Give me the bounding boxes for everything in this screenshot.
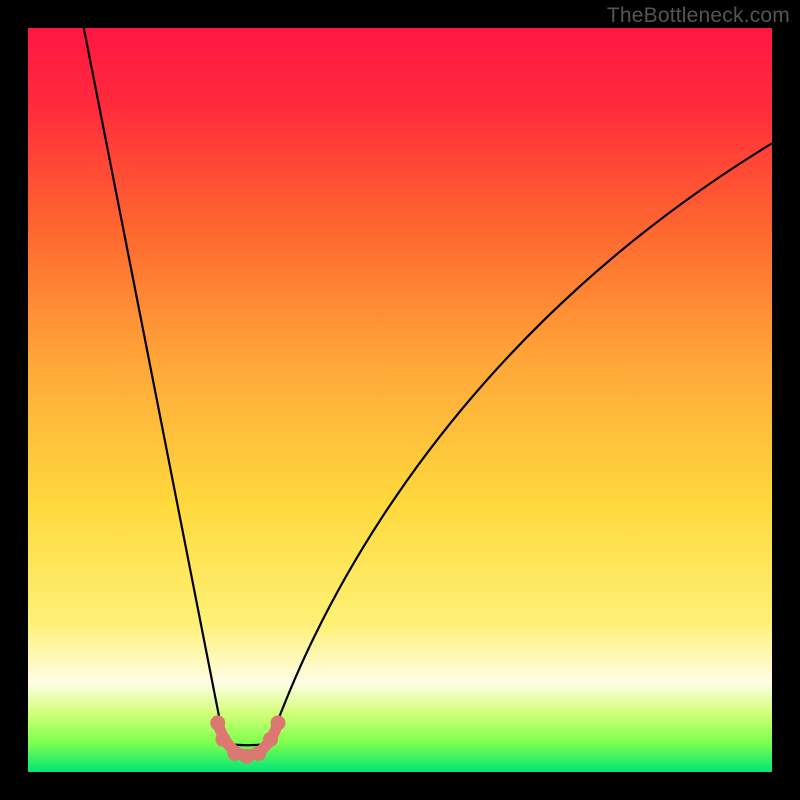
optimal-marker-dot — [263, 732, 278, 747]
optimal-marker-dot — [215, 732, 230, 747]
bottleneck-chart — [0, 0, 800, 800]
optimal-marker-dot — [210, 715, 225, 730]
optimal-marker-dot — [270, 715, 285, 730]
chart-frame: TheBottleneck.com — [0, 0, 800, 800]
watermark-text: TheBottleneck.com — [607, 4, 790, 28]
optimal-marker-dot — [251, 746, 266, 761]
